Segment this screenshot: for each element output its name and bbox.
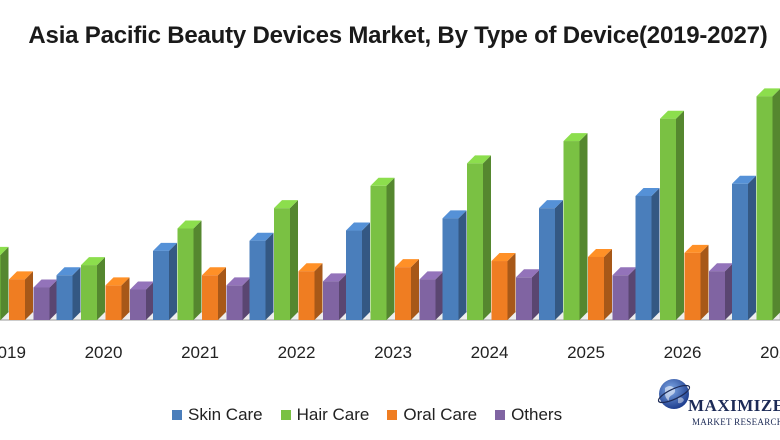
bar-others-2025	[612, 267, 637, 320]
bar-oral-care-2025	[588, 248, 612, 320]
legend-swatch-oral-care	[387, 410, 398, 420]
bar-skin-care-2024	[442, 210, 467, 320]
bar-skin-care-2027	[732, 175, 756, 320]
bar-skin-care-2025	[539, 200, 563, 320]
brand-logo: MAXIMIZE MARKET RESEARCH	[652, 372, 780, 440]
bar-skin-care-2020	[56, 267, 81, 320]
bar-oral-care-2024	[491, 253, 516, 320]
bar-others-2020	[130, 281, 154, 320]
x-tick-label-2027: 2027	[760, 343, 780, 362]
x-tick-label-2021: 2021	[181, 343, 219, 362]
legend-label-hair-care: Hair Care	[296, 405, 370, 424]
globe-icon	[657, 379, 691, 409]
legend-swatch-hair-care	[280, 410, 291, 420]
bar-hair-care-2021	[177, 220, 202, 320]
bar-others-2026	[709, 263, 733, 320]
legend-item-hair-care: Hair Care	[280, 405, 370, 425]
bar-oral-care-2026	[684, 244, 709, 320]
legend-label-skin-care: Skin Care	[188, 405, 263, 424]
bar-hair-care-2024	[467, 155, 491, 320]
chart-title: Asia Pacific Beauty Devices Market, By T…	[28, 22, 768, 49]
legend: Skin Care Hair Care Oral Care Others	[172, 404, 580, 426]
bar-others-2021	[226, 277, 251, 320]
bar-hair-care-2026	[660, 110, 684, 320]
bar-skin-care-2021	[153, 242, 177, 320]
x-tick-label-2019: 2019	[0, 343, 26, 362]
legend-item-others: Others	[495, 405, 562, 425]
x-tick-label-2020: 2020	[85, 343, 123, 362]
bar-oral-care-2022	[298, 263, 323, 320]
bar-skin-care-2022	[249, 232, 274, 320]
bar-hair-care-2025	[563, 133, 588, 320]
brand-name: MAXIMIZE	[688, 396, 780, 415]
legend-label-oral-care: Oral Care	[403, 405, 478, 424]
bar-oral-care-2019	[9, 271, 33, 320]
x-tick-label-2022: 2022	[278, 343, 316, 362]
bar-skin-care-2023	[346, 222, 370, 320]
x-tick-label-2023: 2023	[374, 343, 412, 362]
x-tick-label-2026: 2026	[664, 343, 702, 362]
legend-swatch-skin-care	[172, 410, 182, 420]
bar-hair-care-2023	[370, 177, 395, 320]
legend-swatch-others	[495, 410, 506, 420]
bar-hair-care-2027	[756, 88, 780, 320]
legend-label-others: Others	[511, 405, 563, 424]
x-tick-label-2025: 2025	[567, 343, 605, 362]
bar-others-2023	[419, 271, 444, 320]
brand-subtitle: MARKET RESEARCH	[692, 417, 780, 427]
bar-skin-care-2026	[635, 187, 660, 320]
bar-hair-care-2019	[0, 246, 9, 320]
bar-others-2022	[323, 273, 347, 320]
bar-hair-care-2020	[81, 257, 105, 320]
bar-oral-care-2023	[395, 259, 419, 320]
bar-others-2019	[33, 279, 58, 320]
bar-hair-care-2022	[274, 200, 298, 320]
bar-oral-care-2020	[105, 277, 130, 320]
bar-others-2024	[516, 269, 540, 320]
legend-item-oral-care: Oral Care	[387, 405, 477, 425]
bar-oral-care-2021	[202, 267, 226, 320]
legend-item-skin-care: Skin Care	[172, 405, 263, 425]
x-tick-label-2024: 2024	[471, 343, 509, 362]
